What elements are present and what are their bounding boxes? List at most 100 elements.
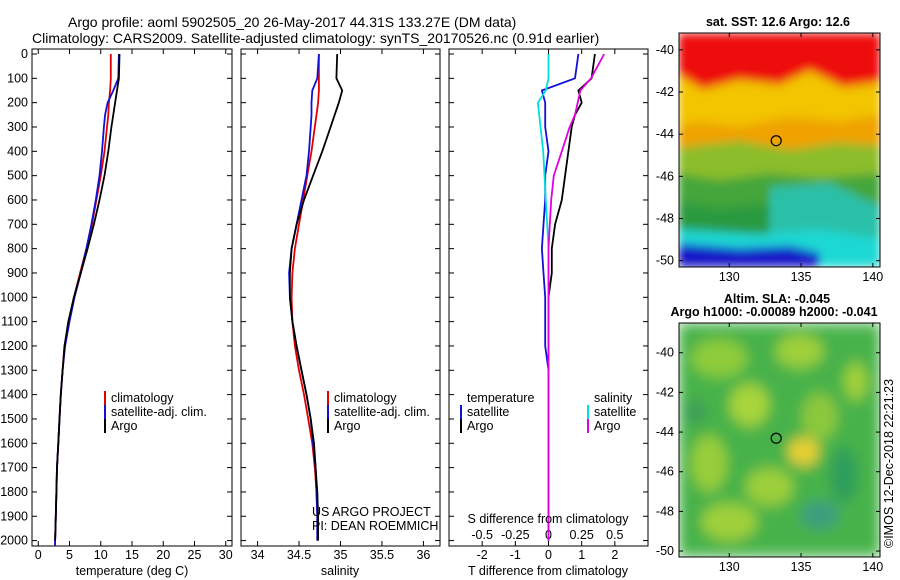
sla-map-title: Altim. SLA: -0.045 bbox=[724, 292, 830, 306]
salinity-panel: 34 34.5 35 35.5 36 climatology satellite-adj… bbox=[240, 48, 441, 578]
temperature-series bbox=[54, 53, 121, 546]
depth-tick-label: 1800 bbox=[0, 485, 28, 499]
temperature-axis-ticks: 0 5 10 15 20 25 30 bbox=[35, 49, 233, 562]
t-difference-axis-ticks: -2 -1 0 1 2 bbox=[477, 49, 618, 562]
legend-label-s-satellite: satellite bbox=[594, 405, 636, 419]
depth-tick-label: 0 bbox=[21, 47, 28, 61]
depth-tick-label: 400 bbox=[7, 144, 28, 158]
depth-tick-label: 100 bbox=[7, 71, 28, 85]
sst-lat-ticks: -40 -42 -44 -46 -48 -50 bbox=[656, 43, 880, 268]
legend-label-argo: Argo bbox=[334, 419, 360, 433]
sst-map-title: sat. SST: 12.6 Argo: 12.6 bbox=[706, 15, 850, 29]
temperature-axis-label: temperature (deg C) bbox=[76, 564, 189, 578]
legend-label-satellite-adj: satellite-adj. clim. bbox=[334, 405, 430, 419]
depth-tick-label: 1700 bbox=[0, 461, 28, 475]
legend-label-climatology: climatology bbox=[334, 391, 397, 405]
sla-map-subtitle: Argo h1000: -0.00089 h2000: -0.041 bbox=[670, 305, 877, 319]
depth-tick-label: 1400 bbox=[0, 388, 28, 402]
salinity-axes-box bbox=[240, 48, 441, 547]
s-tick-label: -0.5 bbox=[471, 528, 493, 542]
sla-lat-ticks: -40 -42 -44 -46 -48 -50 bbox=[656, 346, 880, 558]
sla-map-frame bbox=[678, 322, 881, 558]
depth-tick-label: 300 bbox=[7, 120, 28, 134]
legend-title-salinity: salinity bbox=[594, 391, 633, 405]
figure-title-line-1: Argo profile: aoml 5902505_20 26-May-201… bbox=[68, 14, 516, 30]
legend-label-t-argo: Argo bbox=[467, 419, 493, 433]
series-line-argo bbox=[547, 53, 605, 541]
lat-tick-label: -44 bbox=[656, 425, 674, 439]
depth-tick-label: 500 bbox=[7, 169, 28, 183]
s-tick-label: 0.25 bbox=[569, 528, 593, 542]
x-tick-label: 34 bbox=[251, 548, 265, 562]
legend-label-satellite-adj: satellite-adj. clim. bbox=[111, 405, 207, 419]
temperature-panel: 0100200300400500600700800900100011001200… bbox=[0, 47, 233, 578]
argo-float-location-marker bbox=[770, 432, 782, 444]
salinity-series bbox=[288, 53, 344, 541]
depth-tick-label: 1900 bbox=[0, 509, 28, 523]
salinity-depth-ticks bbox=[241, 53, 440, 542]
sla-heatmap bbox=[679, 323, 880, 557]
x-tick-label: 10 bbox=[94, 548, 108, 562]
x-tick-label: 36 bbox=[416, 548, 430, 562]
x-tick-label: 2 bbox=[611, 548, 618, 562]
x-tick-label: 25 bbox=[188, 548, 202, 562]
lon-tick-label: 130 bbox=[719, 560, 740, 574]
depth-tick-label: 1000 bbox=[0, 290, 28, 304]
legend-title-temperature: temperature bbox=[467, 391, 534, 405]
x-tick-label: 35 bbox=[334, 548, 348, 562]
sst-lon-ticks: 130 135 140 bbox=[719, 33, 883, 284]
x-tick-label: 5 bbox=[66, 548, 73, 562]
argo-float-location-marker bbox=[770, 135, 782, 147]
lat-tick-label: -48 bbox=[656, 212, 674, 226]
depth-tick-label: 600 bbox=[7, 193, 28, 207]
lat-tick-label: -42 bbox=[656, 85, 674, 99]
t-difference-axis-label: T difference from climatology bbox=[468, 564, 629, 578]
figure-title-line-2: Climatology: CARS2009. Satellite-adjuste… bbox=[32, 30, 599, 46]
legend-label-argo: Argo bbox=[111, 419, 137, 433]
lat-tick-label: -46 bbox=[656, 169, 674, 183]
salinity-legend: climatology satellite-adj. clim. Argo bbox=[327, 391, 430, 433]
salinity-axis-label: salinity bbox=[321, 564, 360, 578]
x-tick-label: 1 bbox=[578, 548, 585, 562]
lat-tick-label: -42 bbox=[656, 385, 674, 399]
series-line-argo bbox=[54, 53, 121, 541]
depth-axis-ticks: 0 100 200 300 400 500 600 700 800 900 1000 1100 1200… bbox=[0, 47, 232, 548]
lat-tick-label: -50 bbox=[656, 544, 674, 558]
sla-map-panel: Altim. SLA: -0.045 Argo h1000: -0.00089 … bbox=[656, 292, 883, 574]
credit-pi: PI: DEAN ROEMMICH bbox=[312, 519, 438, 533]
depth-tick-label: 1100 bbox=[1, 315, 28, 329]
lat-tick-label: -46 bbox=[656, 465, 674, 479]
depth-tick-label: 1200 bbox=[0, 339, 28, 353]
s-tick-label: -0.25 bbox=[501, 528, 530, 542]
x-tick-label: 0 bbox=[35, 548, 42, 562]
s-tick-label: 0.5 bbox=[606, 528, 623, 542]
lon-tick-label: 140 bbox=[862, 560, 883, 574]
lat-tick-label: -48 bbox=[656, 504, 674, 518]
sst-map-panel: sat. SST: 12.6 Argo: 12.6 -40-42-44-46-4… bbox=[656, 15, 883, 284]
temperature-axes-box bbox=[31, 48, 233, 547]
difference-depth-ticks bbox=[449, 53, 648, 542]
temperature-legend: climatology satellite-adj. clim. Argo bbox=[104, 391, 207, 433]
x-tick-label: -1 bbox=[510, 548, 521, 562]
lat-tick-label: -50 bbox=[656, 254, 674, 268]
x-tick-label: 34.5 bbox=[287, 548, 311, 562]
lon-tick-label: 140 bbox=[862, 270, 883, 284]
depth-tick-label: 900 bbox=[7, 266, 28, 280]
lat-tick-label: -44 bbox=[656, 127, 674, 141]
x-tick-label: 20 bbox=[156, 548, 170, 562]
depth-tick-label: 200 bbox=[7, 96, 28, 110]
imos-timestamp: ©IMOS 12-Dec-2018 22:21:23 bbox=[882, 379, 896, 548]
s-difference-axis-ticks: -0.5 -0.25 0 0.25 0.5 bbox=[471, 528, 623, 542]
depth-tick-label: 800 bbox=[7, 242, 28, 256]
salinity-axis-ticks: 34 34.5 35 35.5 36 bbox=[251, 49, 430, 562]
depth-tick-label: 1300 bbox=[0, 363, 28, 377]
lat-tick-label: -40 bbox=[656, 346, 674, 360]
x-tick-label: 0 bbox=[545, 548, 552, 562]
sla-lon-ticks: 130 135 140 bbox=[719, 323, 883, 574]
lat-tick-label: -40 bbox=[656, 43, 674, 57]
difference-panel: -2 -1 0 1 2 -0.5 -0.25 0 0.25 0.5 temperature sa… bbox=[448, 48, 649, 578]
credit-project: US ARGO PROJECT bbox=[312, 505, 431, 519]
difference-legend: temperature salinity satellite Argo sate… bbox=[460, 391, 636, 433]
sst-map-frame bbox=[678, 32, 881, 268]
